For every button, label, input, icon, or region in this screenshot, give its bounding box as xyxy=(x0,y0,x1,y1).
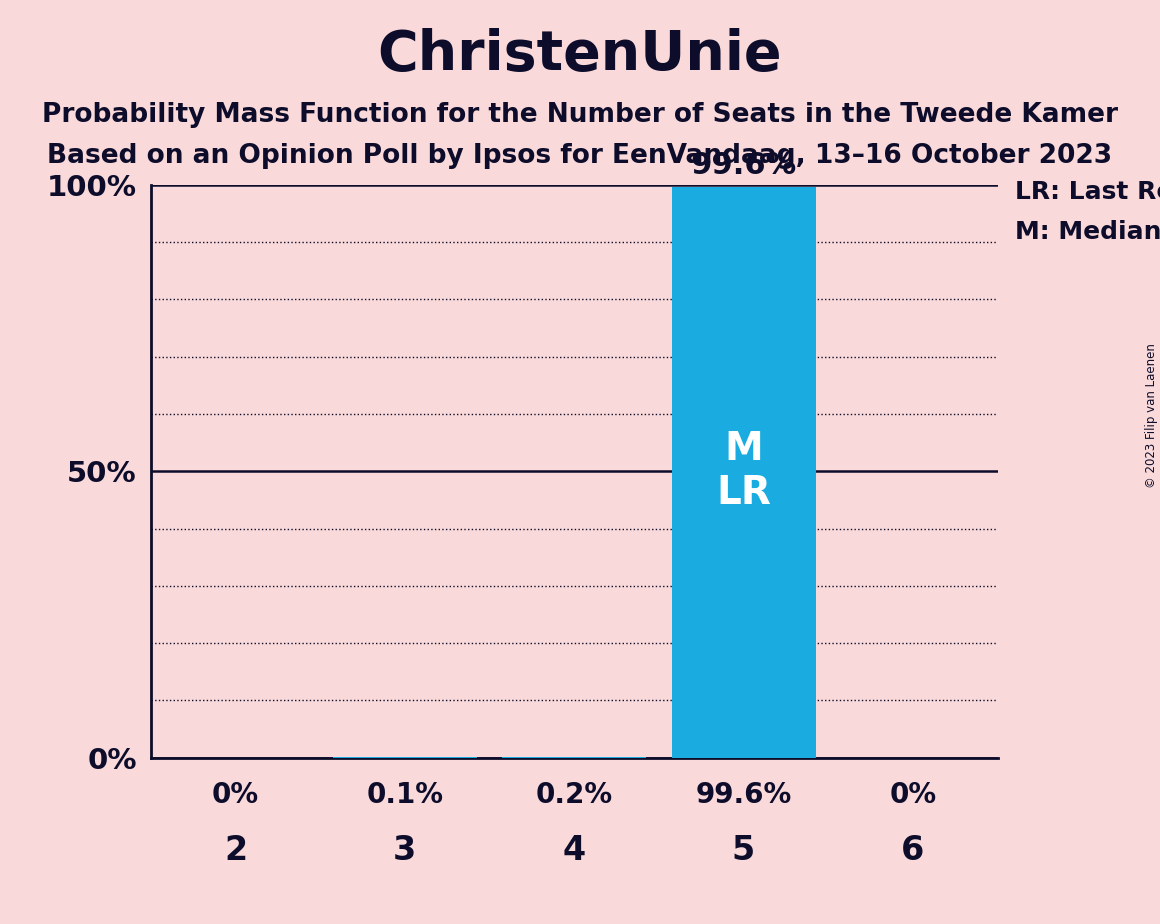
Text: 99.6%: 99.6% xyxy=(690,152,797,180)
Text: 0.1%: 0.1% xyxy=(367,781,443,808)
Text: 0%: 0% xyxy=(212,781,259,808)
Text: 0%: 0% xyxy=(890,781,936,808)
Text: 3: 3 xyxy=(393,833,416,867)
Text: M: Median: M: Median xyxy=(1015,220,1160,244)
Text: LR: Last Result: LR: Last Result xyxy=(1015,180,1160,204)
Text: 5: 5 xyxy=(732,833,755,867)
Text: 2: 2 xyxy=(224,833,247,867)
Text: M
LR: M LR xyxy=(716,431,771,512)
Text: 6: 6 xyxy=(901,833,925,867)
Bar xyxy=(672,187,815,758)
Bar xyxy=(502,757,646,758)
Text: 4: 4 xyxy=(563,833,586,867)
Text: 99.6%: 99.6% xyxy=(696,781,791,808)
Text: 0.2%: 0.2% xyxy=(536,781,612,808)
Text: Based on an Opinion Poll by Ipsos for EenVandaag, 13–16 October 2023: Based on an Opinion Poll by Ipsos for Ee… xyxy=(48,143,1112,169)
Text: Probability Mass Function for the Number of Seats in the Tweede Kamer: Probability Mass Function for the Number… xyxy=(42,102,1118,128)
Text: ChristenUnie: ChristenUnie xyxy=(378,28,782,81)
Text: © 2023 Filip van Laenen: © 2023 Filip van Laenen xyxy=(1145,344,1159,488)
